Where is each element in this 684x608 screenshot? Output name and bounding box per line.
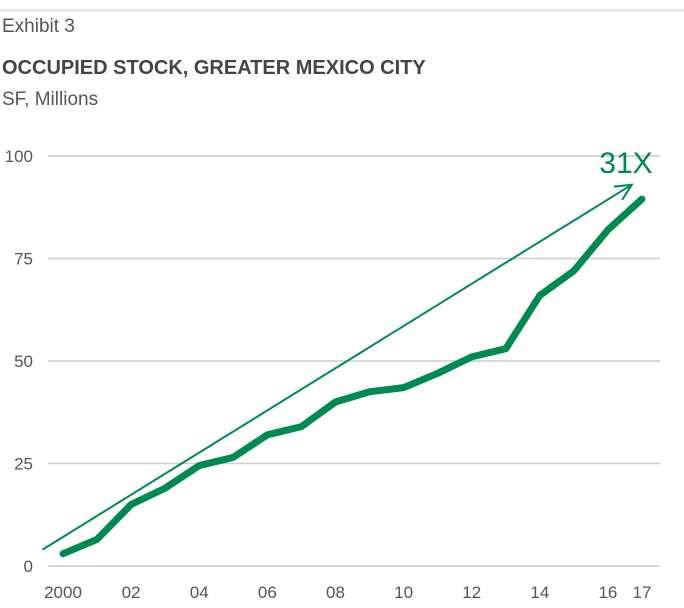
data-point-2006: [266, 434, 268, 436]
trend-arrow-head: [613, 183, 634, 201]
data-point-2000: [62, 553, 64, 555]
y-tick-label: 50: [14, 352, 33, 371]
growth-annotation: 31X: [599, 147, 652, 180]
x-tick-label: 04: [190, 583, 209, 602]
x-tick-label: 10: [394, 583, 413, 602]
chart-title: OCCUPIED STOCK, GREATER MEXICO CITY: [2, 57, 426, 79]
data-point-2013: [505, 348, 507, 350]
data-point-2008: [334, 401, 336, 403]
data-point-2015: [573, 270, 575, 272]
x-tick-label: 02: [122, 583, 141, 602]
data-point-2005: [232, 456, 234, 458]
x-tick-label: 12: [462, 583, 481, 602]
data-point-2003: [164, 487, 166, 489]
data-point-2014: [539, 294, 541, 296]
data-point-2011: [437, 372, 439, 374]
x-tick-label: 2000: [44, 583, 82, 602]
data-point-2009: [369, 391, 371, 393]
data-point-2001: [96, 538, 98, 540]
data-point-2017: [641, 198, 643, 200]
y-tick-label: 0: [24, 557, 33, 576]
x-tick-label: 14: [530, 583, 549, 602]
data-point-2016: [607, 229, 609, 231]
x-tick-label: 08: [326, 583, 345, 602]
chart-subtitle: SF, Millions: [2, 89, 99, 110]
x-tick-label: 06: [258, 583, 277, 602]
data-point-2004: [198, 465, 200, 467]
top-rule: [0, 9, 684, 12]
y-tick-label: 75: [14, 250, 33, 269]
exhibit-label: Exhibit 3: [2, 16, 75, 37]
data-point-2010: [403, 387, 405, 389]
x-tick-label: 16: [598, 583, 617, 602]
data-point-2002: [130, 504, 132, 505]
data-point-2007: [300, 426, 302, 428]
x-tick-label: 17: [633, 583, 652, 602]
y-tick-label: 25: [14, 455, 33, 474]
trend-arrow-line: [42, 183, 633, 551]
y-tick-label: 100: [5, 147, 33, 166]
data-point-2012: [471, 356, 473, 358]
series-line-occupied-stock: [59, 195, 646, 558]
